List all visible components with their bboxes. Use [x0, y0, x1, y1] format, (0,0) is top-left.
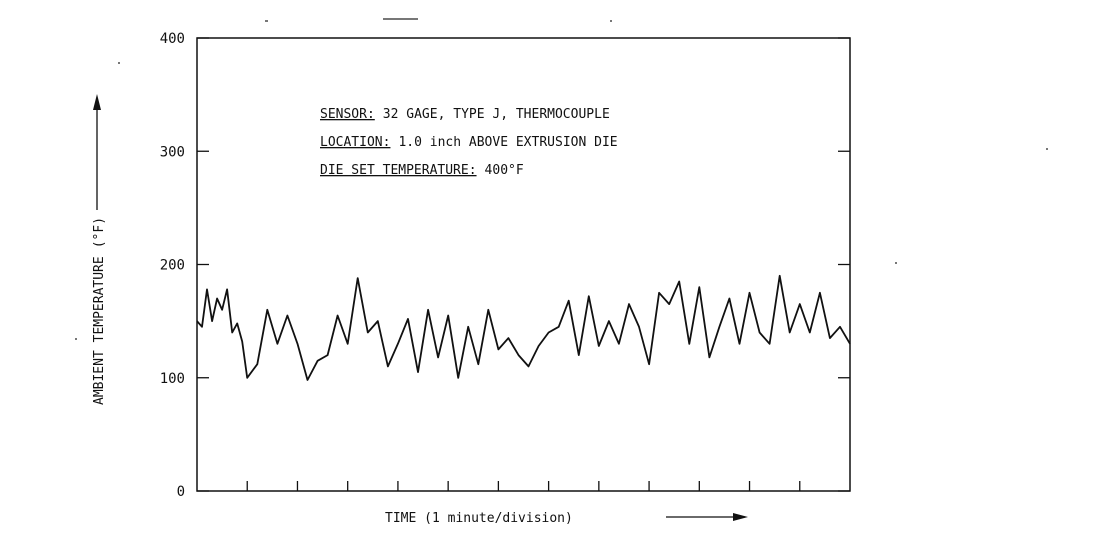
y-tick-label: 300 — [160, 144, 185, 160]
annotation-dieset: DIE SET TEMPERATURE: 400°F — [320, 163, 524, 178]
x-axis-label: TIME (1 minute/division) — [385, 511, 573, 526]
y-axis-label: AMBIENT TEMPERATURE (°F) — [92, 217, 107, 405]
annotation-dieset-value: 400°F — [485, 163, 524, 178]
y-axis-label-text: AMBIENT TEMPERATURE — [92, 256, 107, 405]
x-axis — [246, 481, 801, 491]
y-tick-label: 200 — [160, 258, 185, 274]
annotation-location-value: 1.0 inch ABOVE EXTRUSION DIE — [398, 135, 617, 150]
annotation-location-key: LOCATION: — [320, 135, 390, 150]
y-axis-label-group: AMBIENT TEMPERATURE (°F) — [92, 217, 107, 405]
y-axis: 0 100 200 300 400 — [160, 31, 850, 500]
annotation-sensor-key: SENSOR: — [320, 107, 375, 122]
y-axis-arrow-icon — [93, 94, 101, 210]
annotation-sensor: SENSOR: 32 GAGE, TYPE J, THERMOCOUPLE — [320, 107, 610, 122]
scan-specks — [75, 18, 1048, 340]
plot-area — [196, 37, 851, 492]
y-tick-label: 0 — [177, 484, 185, 500]
annotation-location: LOCATION: 1.0 inch ABOVE EXTRUSION DIE — [320, 135, 618, 150]
annotation-block: SENSOR: 32 GAGE, TYPE J, THERMOCOUPLE LOC… — [320, 107, 618, 178]
y-axis-label-unit: (°F) — [92, 217, 107, 248]
annotation-sensor-value: 32 GAGE, TYPE J, THERMOCOUPLE — [383, 107, 610, 122]
y-tick-label: 100 — [160, 371, 185, 387]
x-axis-arrow-icon — [666, 513, 748, 521]
temperature-series-line — [196, 274, 851, 381]
y-tick-label: 400 — [160, 31, 185, 47]
annotation-dieset-key: DIE SET TEMPERATURE: — [320, 163, 477, 178]
